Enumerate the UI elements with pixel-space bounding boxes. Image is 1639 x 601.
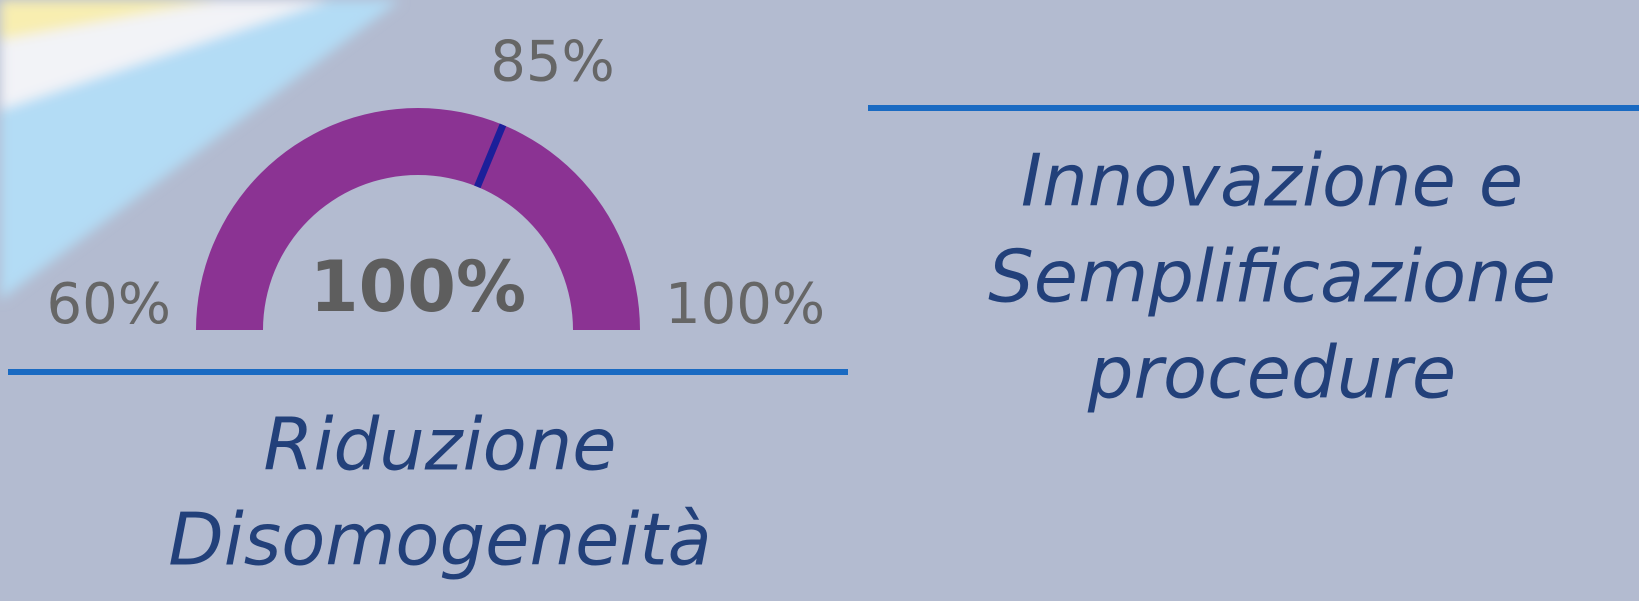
caption: Riduzione bbox=[263, 403, 616, 487]
panel-title: procedure bbox=[1087, 331, 1456, 415]
caption: Disomogeneità bbox=[168, 498, 711, 582]
target-marker bbox=[474, 123, 507, 189]
panel-title: Innovazione e bbox=[1021, 139, 1523, 223]
target-label: 85% bbox=[490, 29, 614, 94]
background-decoration bbox=[0, 0, 400, 300]
tick-label: 100% bbox=[665, 272, 825, 337]
panel-title: Semplificazione bbox=[988, 235, 1556, 319]
tick-label: 60% bbox=[47, 272, 171, 337]
gauge-arc bbox=[196, 108, 640, 330]
gauge: 85% 100% 60% 100% bbox=[47, 29, 826, 337]
value-label: 100% bbox=[310, 246, 526, 328]
